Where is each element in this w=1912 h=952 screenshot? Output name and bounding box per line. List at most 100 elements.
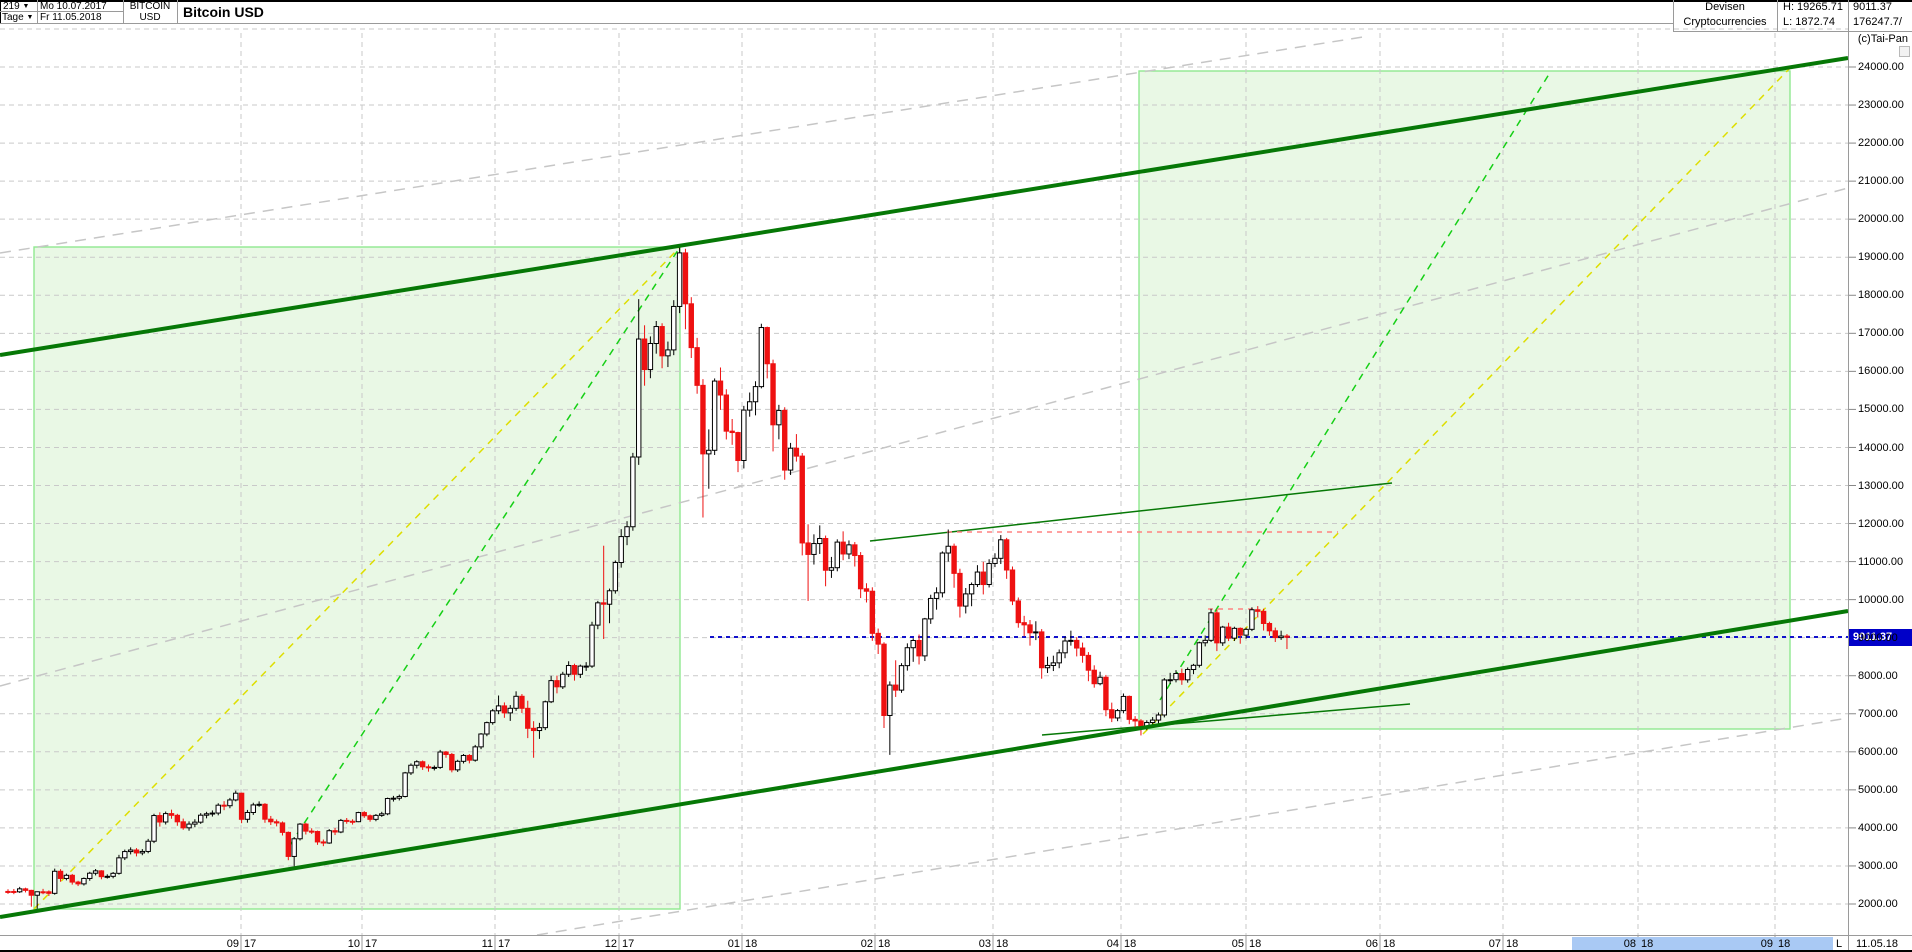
candle-body	[443, 751, 449, 755]
candle-body	[513, 695, 519, 709]
page-title: Bitcoin USD	[183, 4, 264, 20]
candle-body	[52, 870, 58, 894]
period-dropdown[interactable]: Tage ▼	[2, 12, 34, 23]
candle-body	[1050, 662, 1057, 666]
candle-body	[1196, 642, 1203, 666]
candle-body	[1097, 676, 1103, 685]
candle-body	[840, 541, 846, 555]
candle-body	[28, 889, 35, 896]
candle-body	[694, 347, 700, 386]
candle-body	[1214, 612, 1220, 644]
candle-body	[34, 891, 40, 896]
header-last-price: 9011.37	[1853, 1, 1892, 13]
candle-body	[349, 820, 356, 823]
candle-body	[560, 673, 566, 688]
candle-body	[863, 588, 870, 592]
candle-body	[256, 803, 262, 806]
candle-body	[454, 760, 461, 771]
candle-body	[647, 343, 654, 371]
category-group: Devisen	[1705, 1, 1745, 13]
candle-body	[963, 593, 969, 607]
candle-body	[1208, 612, 1214, 641]
candle-body	[782, 409, 788, 471]
candle-body	[1225, 626, 1232, 639]
candle-body	[157, 815, 163, 823]
candle-body	[933, 592, 940, 599]
candle-body	[887, 684, 893, 716]
candle-body	[951, 545, 957, 574]
candle-body	[606, 590, 613, 605]
candle-body	[233, 792, 239, 801]
candle-body	[419, 761, 426, 768]
corner-resize-marker[interactable]	[1899, 46, 1910, 57]
candle-body	[174, 814, 181, 823]
candle-body	[326, 830, 332, 844]
candle-body	[630, 456, 636, 528]
axis-highlight-range[interactable]	[1572, 937, 1833, 950]
header-divider	[1777, 0, 1778, 31]
candle-body	[472, 746, 478, 761]
candle-body	[898, 665, 905, 691]
last-bar-date: 11.05.18	[1856, 938, 1899, 950]
candle-body	[139, 850, 146, 854]
candle-body	[928, 597, 934, 620]
candle-body	[875, 632, 881, 645]
candle-body	[612, 562, 619, 592]
candle-body	[1255, 609, 1261, 612]
candle-body	[723, 394, 730, 432]
candle-body	[168, 813, 175, 816]
trend-green-left	[289, 246, 681, 846]
candle-body	[484, 722, 490, 735]
candle-body	[268, 818, 274, 823]
candle-body	[571, 665, 578, 675]
candle-body	[671, 305, 677, 351]
candle-body	[1237, 627, 1243, 636]
candle-body	[75, 881, 81, 885]
candle-body	[273, 821, 280, 824]
candle-body	[1149, 719, 1156, 724]
gray-longterm-line	[0, 187, 1849, 687]
candle-body	[308, 830, 315, 833]
candle-body	[209, 812, 216, 815]
candle-body	[1179, 673, 1185, 681]
copyright-label: (c)Tai-Pan	[1857, 33, 1908, 45]
candle-body	[700, 384, 706, 455]
header-bottom-border	[1673, 31, 1912, 32]
candle-body	[717, 380, 724, 396]
candle-body	[618, 536, 624, 564]
candle-body	[1173, 673, 1179, 681]
candle-body	[904, 647, 911, 667]
candle-body	[145, 840, 151, 852]
candle-body	[69, 874, 75, 883]
candle-body	[87, 872, 93, 879]
candle-body	[682, 252, 689, 305]
date-from: Mo 10.07.2017	[40, 1, 107, 12]
candle-body	[1015, 600, 1022, 624]
header-divider	[0, 11, 123, 12]
candle-body	[1272, 630, 1278, 639]
candle-body	[449, 753, 455, 771]
candle-body	[355, 812, 362, 823]
candle-body	[945, 545, 951, 554]
candle-body	[892, 684, 899, 691]
candle-body	[11, 890, 17, 893]
bars-count-dropdown[interactable]: 219 ▼	[3, 1, 30, 12]
window-bottom-border	[0, 950, 1912, 952]
candle-body	[986, 562, 992, 586]
candle-body	[530, 727, 537, 732]
candle-body	[1044, 664, 1051, 669]
candle-body	[548, 680, 554, 703]
candle-body	[752, 386, 759, 403]
candle-body	[688, 303, 694, 349]
candle-body	[916, 639, 922, 657]
candle-body	[180, 821, 186, 829]
trend-green-right	[1159, 70, 1552, 701]
candle-body	[992, 557, 998, 564]
candle-body	[1231, 627, 1238, 639]
candle-body	[16, 888, 23, 893]
candle-body	[869, 590, 876, 634]
candle-body	[636, 338, 642, 458]
candle-body	[1009, 569, 1016, 602]
